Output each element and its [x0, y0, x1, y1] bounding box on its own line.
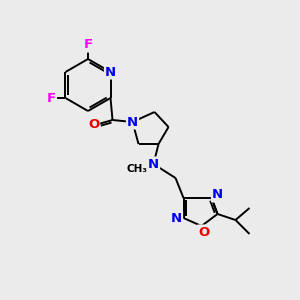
- Text: N: N: [171, 212, 182, 224]
- Text: O: O: [88, 118, 99, 130]
- Text: O: O: [198, 226, 209, 238]
- Text: N: N: [105, 65, 116, 79]
- Text: F: F: [83, 38, 93, 52]
- Text: F: F: [47, 92, 56, 104]
- Text: CH₃: CH₃: [126, 164, 147, 174]
- Text: N: N: [127, 116, 138, 128]
- Text: N: N: [212, 188, 223, 202]
- Text: N: N: [148, 158, 159, 170]
